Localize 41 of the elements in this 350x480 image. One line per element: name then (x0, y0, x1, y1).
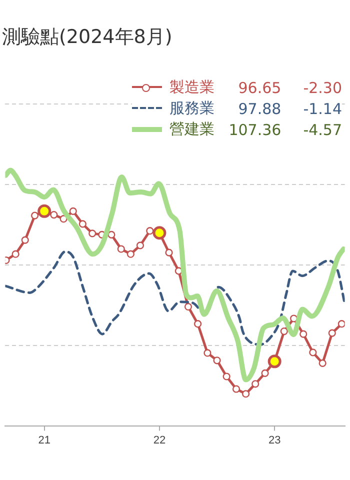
point (50, 210, 58, 219)
legend-label: 服務業 (170, 99, 215, 118)
point (338, 320, 345, 328)
point (280, 327, 288, 336)
point (252, 380, 260, 388)
x-tick-label: 22 (153, 434, 166, 446)
point (213, 356, 221, 364)
point (328, 329, 336, 337)
point (88, 230, 96, 238)
point (309, 348, 317, 356)
chart-title: 測驗點(2024年8月) (2, 25, 172, 50)
point (232, 385, 240, 393)
point (108, 230, 116, 238)
x-tick-label: 21 (38, 434, 50, 446)
point (318, 359, 326, 368)
x-tick-label: 23 (268, 434, 281, 446)
legend-label: 營建業 (170, 120, 215, 139)
point (194, 320, 202, 328)
text: -4.57 (302, 120, 342, 138)
point (30, 212, 39, 220)
point (242, 390, 250, 398)
point (165, 248, 173, 256)
point (126, 250, 134, 258)
point (117, 245, 125, 253)
point (146, 227, 154, 235)
point (12, 250, 20, 258)
point (21, 236, 29, 244)
point (78, 220, 86, 228)
point (69, 207, 77, 215)
text: 107.36 (228, 120, 282, 138)
text: -1.14 (302, 100, 342, 118)
point (222, 372, 230, 380)
point (136, 242, 144, 250)
point (204, 349, 212, 357)
point (261, 369, 269, 377)
text: 96.65 (237, 78, 282, 96)
legend-label: 製造業 (170, 78, 215, 97)
point (184, 302, 192, 311)
text: 97.88 (237, 100, 282, 118)
point (300, 330, 308, 338)
text: -2.30 (302, 78, 342, 96)
